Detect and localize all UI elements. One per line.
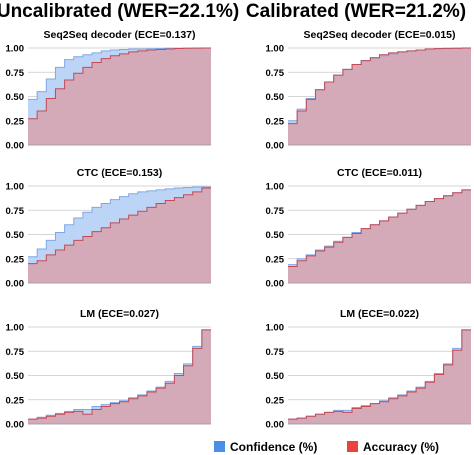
y-tick-label: 0.25 xyxy=(266,116,285,127)
panel-3: CTC (ECE=0.011) 0.00 0.25 0.50 0.75 1.00 xyxy=(266,167,471,290)
panel-title: LM (ECE=0.027) xyxy=(80,308,159,320)
legend-swatch-accuracy xyxy=(347,441,358,452)
y-tick-label: 0.25 xyxy=(266,395,285,406)
y-tick-label: 0.75 xyxy=(266,347,285,358)
reliability-panels: Seq2Seq decoder (ECE=0.137) 0.00 0.25 0.50 0… xyxy=(6,29,471,431)
panel-title: LM (ECE=0.022) xyxy=(340,308,419,320)
panel-1: Seq2Seq decoder (ECE=0.015) 0.00 0.25 0.50 0… xyxy=(266,29,471,152)
legend-label-accuracy: Accuracy (%) xyxy=(363,440,439,454)
y-tick-label: 0.50 xyxy=(266,230,285,241)
accuracy-area xyxy=(288,189,471,283)
y-tick-label: 0.75 xyxy=(6,68,25,79)
accuracy-line xyxy=(288,47,471,125)
panel-title: Seq2Seq decoder (ECE=0.015) xyxy=(303,29,455,41)
y-tick-label: 0.00 xyxy=(266,420,285,431)
accuracy-area xyxy=(28,48,211,145)
y-tick-label: 0.75 xyxy=(6,206,25,217)
y-tick-label: 1.00 xyxy=(266,323,285,334)
y-tick-label: 0.50 xyxy=(266,371,285,382)
y-tick-label: 1.00 xyxy=(6,182,25,193)
y-tick-label: 1.00 xyxy=(6,323,25,334)
accuracy-area xyxy=(288,48,471,145)
confidence-line xyxy=(28,329,211,420)
panel-2: CTC (ECE=0.153) 0.00 0.25 0.50 0.75 1.00 xyxy=(6,167,211,290)
y-tick-label: 1.00 xyxy=(6,44,25,55)
y-tick-label: 0.50 xyxy=(6,371,25,382)
accuracy-area xyxy=(28,187,211,283)
y-tick-label: 0.50 xyxy=(266,92,285,103)
y-tick-label: 0.00 xyxy=(6,420,25,431)
y-tick-label: 0.25 xyxy=(6,116,25,127)
y-tick-label: 0.00 xyxy=(266,141,285,152)
y-tick-label: 1.00 xyxy=(266,182,285,193)
y-tick-label: 0.00 xyxy=(266,279,285,290)
accuracy-area xyxy=(288,329,471,424)
legend-label-confidence: Confidence (%) xyxy=(230,440,317,454)
y-tick-label: 0.00 xyxy=(6,279,25,290)
accuracy-line xyxy=(288,189,471,268)
panel-title: CTC (ECE=0.011) xyxy=(337,167,422,179)
y-tick-label: 0.75 xyxy=(266,206,285,217)
accuracy-line xyxy=(288,329,471,420)
y-tick-label: 0.25 xyxy=(6,254,25,265)
accuracy-area xyxy=(28,329,211,424)
confidence-line xyxy=(28,186,211,258)
panel-title: Seq2Seq decoder (ECE=0.137) xyxy=(43,29,195,41)
column-title-calibrated: Calibrated (WER=21.2%) xyxy=(246,1,466,22)
y-tick-label: 0.50 xyxy=(6,230,25,241)
panel-5: LM (ECE=0.022) 0.00 0.25 0.50 0.75 1.00 xyxy=(266,308,471,431)
y-tick-label: 0.25 xyxy=(6,395,25,406)
panel-0: Seq2Seq decoder (ECE=0.137) 0.00 0.25 0.50 0… xyxy=(6,29,211,152)
y-tick-label: 0.75 xyxy=(6,347,25,358)
y-tick-label: 0.25 xyxy=(266,254,285,265)
y-tick-label: 0.75 xyxy=(266,68,285,79)
column-title-uncalibrated: Uncalibrated (WER=22.1%) xyxy=(0,1,239,22)
accuracy-line xyxy=(28,187,211,265)
y-tick-label: 1.00 xyxy=(266,44,285,55)
legend-swatch-confidence xyxy=(214,441,225,452)
panel-4: LM (ECE=0.027) 0.00 0.25 0.50 0.75 1.00 xyxy=(6,308,211,431)
y-tick-label: 0.50 xyxy=(6,92,25,103)
accuracy-line xyxy=(28,329,211,420)
accuracy-line xyxy=(28,47,211,120)
y-tick-label: 0.00 xyxy=(6,141,25,152)
panel-title: CTC (ECE=0.153) xyxy=(77,167,163,179)
legend: Confidence (%) Accuracy (%) xyxy=(214,440,439,454)
